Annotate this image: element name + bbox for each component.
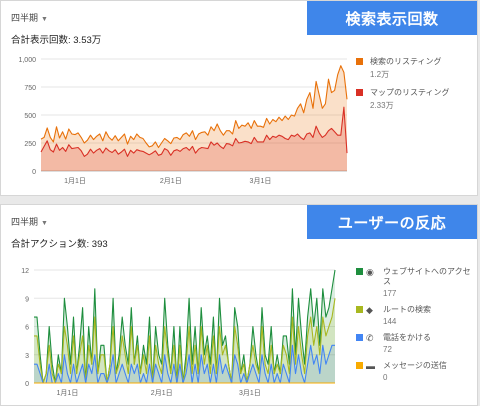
legend-label: ウェブサイトへのアクセス	[383, 267, 471, 286]
legend-swatch	[356, 362, 363, 369]
directions-icon: ◆	[366, 305, 373, 315]
legend-item-search-listing[interactable]: 検索のリスティング 1.2万	[356, 57, 450, 80]
total-actions: 合計アクション数: 393	[11, 239, 108, 250]
legend-swatch	[356, 306, 363, 313]
legend-swatch	[356, 334, 363, 341]
series-line	[34, 269, 336, 384]
chart-legend: ◉ ウェブサイトへのアクセス 177 ◆ ルートの検索 144 ✆ 電話をかける…	[356, 267, 477, 389]
legend-value: 2.33万	[370, 101, 394, 110]
y-tick-label: 6	[25, 325, 29, 332]
impressions-card: 四半期 ▼ 合計表示回数: 3.53万 検索表示回数 0 250 500 750 1,00…	[0, 0, 478, 196]
legend-label: 検索のリスティング	[370, 57, 442, 66]
x-tick-label: 3月1日	[239, 389, 261, 397]
y-tick-label: 250	[24, 141, 36, 148]
total-impressions: 合計表示回数: 3.53万	[11, 35, 102, 46]
y-tick-label: 1,000	[18, 57, 36, 64]
legend-swatch	[356, 58, 363, 65]
legend-swatch	[356, 268, 363, 275]
series-line	[40, 106, 348, 157]
period-selector[interactable]: 四半期 ▼	[11, 217, 48, 227]
legend-item-messages[interactable]: ▬ メッセージの送信 0	[356, 361, 477, 382]
x-tick-label: 2月1日	[160, 177, 182, 185]
legend-item-website[interactable]: ◉ ウェブサイトへのアクセス 177	[356, 267, 477, 298]
chevron-down-icon: ▼	[41, 16, 48, 23]
y-tick-label: 9	[25, 296, 29, 303]
message-icon: ▬	[366, 361, 375, 371]
chevron-down-icon: ▼	[41, 220, 48, 227]
series-area	[34, 298, 335, 383]
phone-icon: ✆	[366, 333, 374, 343]
section-banner: 検索表示回数	[307, 1, 477, 35]
y-tick-label: 0	[25, 381, 29, 388]
x-tick-label: 1月1日	[57, 389, 79, 397]
x-tick-label: 2月1日	[151, 389, 173, 397]
series-area	[41, 107, 347, 171]
y-tick-label: 750	[24, 85, 36, 92]
section-banner: ユーザーの反応	[307, 205, 477, 239]
period-selector[interactable]: 四半期 ▼	[11, 13, 48, 23]
series-area	[34, 345, 335, 383]
legend-item-calls[interactable]: ✆ 電話をかける 72	[356, 333, 477, 354]
legend-label: ルートの検索	[383, 305, 431, 314]
legend-value: 144	[383, 317, 397, 326]
impressions-chart: 0 250 500 750 1,000 1月1日 2月1日 3月1日	[18, 57, 348, 185]
series-line	[34, 298, 336, 384]
legend-label: マップのリスティング	[370, 88, 450, 97]
legend-item-directions[interactable]: ◆ ルートの検索 144	[356, 305, 477, 326]
legend-value: 0	[383, 373, 388, 382]
legend-label: 電話をかける	[383, 333, 431, 342]
legend-swatch	[356, 89, 363, 96]
actions-chart: 0 3 6 9 12 1月1日 2月1日 3月1日	[21, 268, 336, 397]
series-line	[40, 65, 348, 149]
y-tick-label: 500	[24, 113, 36, 120]
x-tick-label: 1月1日	[64, 177, 86, 185]
actions-card: 四半期 ▼ 合計アクション数: 393 ユーザーの反応 0 3 6 9 12 1月1日 2月1…	[0, 204, 478, 406]
legend-value: 72	[383, 345, 392, 354]
x-tick-label: 3月1日	[250, 177, 272, 185]
y-tick-label: 3	[25, 353, 29, 360]
series-line	[34, 344, 335, 384]
legend-label: メッセージの送信	[383, 361, 447, 370]
globe-icon: ◉	[366, 267, 374, 277]
y-tick-label: 0	[32, 169, 36, 176]
legend-value: 1.2万	[370, 70, 390, 79]
chart-legend: 検索のリスティング 1.2万 マップのリスティング 2.33万	[356, 57, 450, 119]
legend-value: 177	[383, 289, 397, 298]
legend-item-maps-listing[interactable]: マップのリスティング 2.33万	[356, 88, 450, 111]
y-tick-label: 12	[21, 268, 29, 275]
series-area	[41, 65, 347, 171]
